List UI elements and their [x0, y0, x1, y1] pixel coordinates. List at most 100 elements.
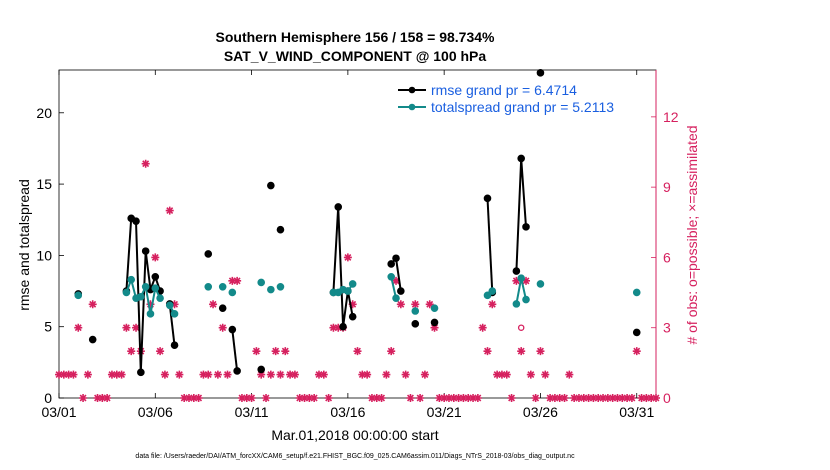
- obs-assimilated-marker: [594, 394, 603, 402]
- obs-assimilated-marker: [392, 276, 401, 285]
- totalspread-point: [127, 275, 136, 284]
- totalspread-point: [517, 274, 525, 283]
- obs-assimilated-marker: [507, 394, 516, 402]
- totalspread-point: [632, 288, 641, 297]
- obs-assimilated-marker: [107, 370, 116, 379]
- obs-assimilated-marker: [59, 370, 68, 379]
- y-right-tick-label: 0: [663, 390, 671, 406]
- rmse-point: [397, 287, 405, 295]
- obs-assimilated-marker: [560, 394, 569, 402]
- obs-assimilated-marker: [497, 370, 506, 379]
- obs-assimilated-marker: [319, 370, 328, 379]
- rmse-point: [151, 272, 160, 281]
- obs-assimilated-marker: [647, 394, 656, 402]
- rmse-line: [486, 198, 494, 293]
- y-tick-label: 20: [36, 105, 52, 121]
- obs-assimilated-marker: [209, 300, 218, 309]
- totalspread-point: [165, 301, 174, 310]
- obs-assimilated-marker: [473, 394, 482, 402]
- obs-assimilated-marker: [218, 323, 227, 332]
- obs-assimilated-marker: [233, 276, 242, 285]
- rmse-point: [392, 254, 400, 263]
- rmse-point: [348, 312, 357, 321]
- obs-assimilated-marker: [189, 394, 198, 402]
- x-tick-label: 03/01: [41, 404, 76, 420]
- legend-spread-label: totalspread grand pr = 5.2113: [431, 99, 614, 115]
- x-axis-label: Mar.01,2018 00:00:00 start: [271, 427, 438, 443]
- obs-assimilated-marker: [160, 370, 169, 379]
- obs-assimilated-marker: [358, 370, 367, 379]
- obs-assimilated-marker: [430, 323, 439, 332]
- obs-assimilated-marker: [237, 394, 246, 402]
- obs-assimilated-marker: [334, 323, 343, 332]
- rmse-point: [536, 69, 545, 77]
- obs-assimilated-marker: [324, 394, 333, 402]
- obs-assimilated-marker: [396, 300, 405, 309]
- obs-assimilated-marker: [522, 276, 531, 285]
- obs-assimilated-marker: [184, 394, 193, 402]
- obs-assimilated-marker: [382, 370, 391, 379]
- obs-assimilated-marker: [632, 347, 641, 356]
- obs-assimilated-marker: [642, 394, 651, 402]
- footer-data-file: data file: /Users/raeder/DAI/ATM_forcXX/…: [135, 453, 575, 460]
- obs-assimilated-marker: [502, 370, 511, 379]
- obs-assimilated-marker: [367, 394, 376, 402]
- obs-assimilated-marker: [257, 370, 266, 379]
- rmse-line: [168, 303, 176, 346]
- plot-area: 03/01 03/06 03/11 03/16 03/21 03/26 03/31 0 5 10 1…: [36, 69, 679, 420]
- y-right-tick-label: 9: [663, 179, 671, 195]
- x-tick-label: 03/26: [523, 404, 558, 420]
- totalspread-point: [74, 291, 83, 300]
- rmse-point: [267, 181, 275, 190]
- obs-possible-marker: [517, 324, 525, 331]
- obs-assimilated-marker: [555, 394, 564, 402]
- totalspread-point: [228, 288, 237, 297]
- obs-assimilated-marker: [401, 370, 410, 379]
- obs-assimilated-marker: [223, 370, 232, 379]
- obs-assimilated-marker: [493, 370, 502, 379]
- obs-assimilated-marker: [411, 300, 420, 309]
- obs-assimilated-marker: [627, 394, 636, 402]
- obs-assimilated-marker: [117, 370, 126, 379]
- obs-assimilated-marker: [228, 276, 237, 285]
- obs-assimilated-marker: [329, 323, 338, 332]
- obs-assimilated-marker: [305, 394, 314, 402]
- obs-assimilated-marker: [420, 370, 429, 379]
- obs-assimilated-marker: [469, 394, 478, 402]
- rmse-point: [276, 225, 285, 234]
- totalspread-point: [536, 280, 545, 288]
- totalspread-point: [411, 307, 420, 315]
- obs-assimilated-marker: [603, 394, 612, 402]
- totalspread-point: [218, 282, 227, 291]
- obs-assimilated-marker: [204, 370, 213, 379]
- obs-assimilated-marker: [141, 159, 150, 168]
- rmse-point: [387, 260, 396, 268]
- obs-assimilated-marker: [93, 394, 102, 402]
- chart-title-line2: SAT_V_WIND_COMPONENT @ 100 hPa: [224, 48, 487, 64]
- obs-assimilated-marker: [151, 253, 160, 262]
- y-right-tick-label: 6: [663, 249, 671, 265]
- obs-assimilated-marker: [613, 394, 622, 402]
- x-tick-label: 03/16: [330, 404, 365, 420]
- obs-assimilated-marker: [449, 394, 458, 402]
- rmse-line: [515, 158, 527, 272]
- obs-assimilated-marker: [454, 394, 463, 402]
- rmse-point: [339, 322, 347, 331]
- obs-assimilated-marker: [300, 394, 309, 402]
- rmse-point: [233, 367, 241, 375]
- obs-assimilated-marker: [276, 370, 285, 379]
- obs-assimilated-marker: [565, 370, 574, 379]
- totalspread-point: [151, 284, 160, 292]
- obs-assimilated-marker: [69, 370, 78, 379]
- obs-assimilated-marker: [122, 323, 131, 332]
- rmse-point: [512, 267, 521, 275]
- rmse-point: [483, 194, 492, 203]
- obs-assimilated-marker: [440, 394, 449, 402]
- totalspread-point: [122, 288, 131, 297]
- rmse-point: [334, 203, 343, 211]
- obs-assimilated-marker: [74, 323, 83, 332]
- obs-assimilated-marker: [652, 394, 660, 402]
- rmse-point: [257, 365, 266, 374]
- totalspread-point: [257, 278, 266, 287]
- obs-assimilated-marker: [88, 300, 97, 309]
